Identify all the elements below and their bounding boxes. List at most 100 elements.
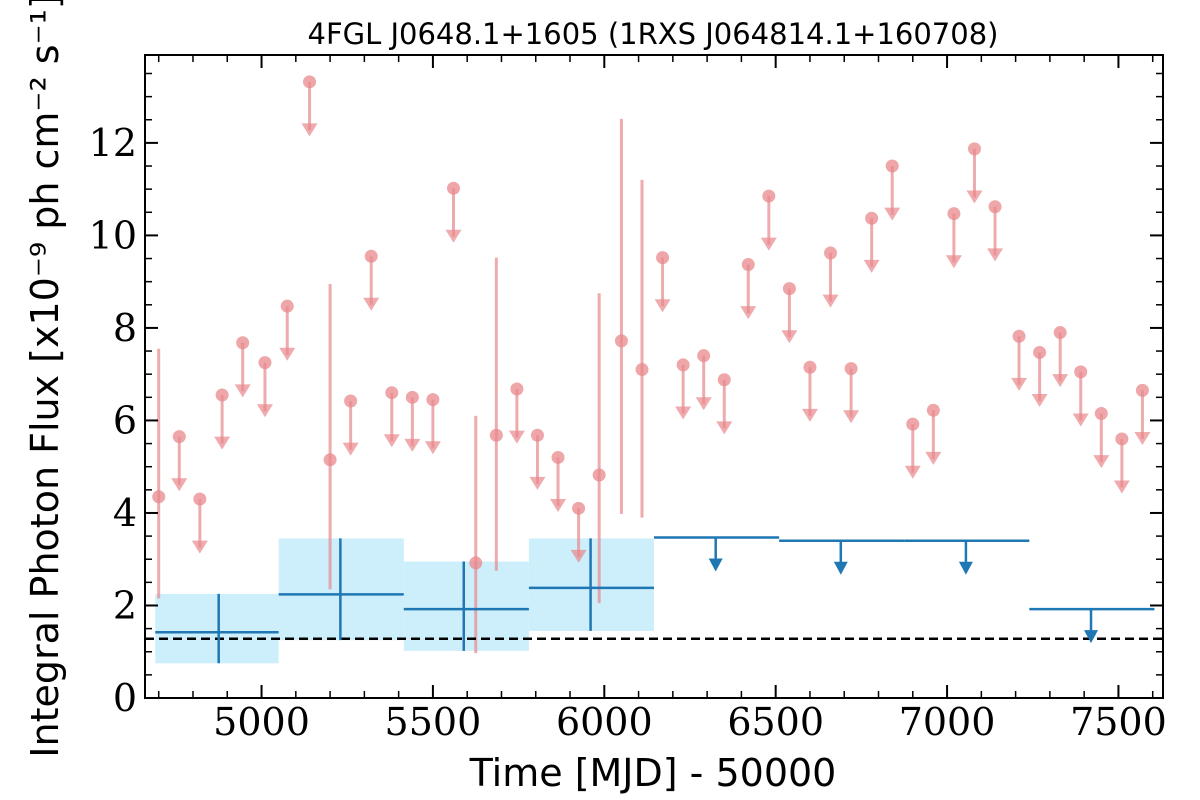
short-bin-point (614, 334, 628, 348)
short-bin-upper-limit-arrowhead (740, 306, 757, 320)
short-bin-upper-limit-arrowhead (1011, 377, 1028, 391)
short-bin-upper-limit-arrowhead (256, 404, 273, 418)
short-bin-upper-limit-marker (193, 492, 207, 506)
long-bin-upper-limit-arrowhead (958, 561, 973, 575)
short-bin-upper-limit-marker (844, 362, 858, 376)
short-bin-upper-limit-marker (280, 299, 294, 313)
short-bin-upper-limit-marker (172, 430, 186, 444)
axis-ticks: 5000 5500 6000 6500 7000 7500 0 2 4 6 8 10 12 (89, 55, 1167, 744)
chart-title: 4FGL J0648.1+1605 (1RXS J064814.1+160708… (308, 17, 999, 51)
long-bin-error-band (155, 593, 279, 664)
short-bin-upper-limit-arrowhead (863, 259, 880, 273)
short-bin-upper-limit-arrowhead (1052, 374, 1069, 388)
x-tick-label: 5500 (385, 700, 482, 744)
short-bin-upper-limit-marker (865, 211, 879, 225)
short-bin-upper-limit-marker (405, 390, 419, 404)
short-bin-upper-limit-marker (988, 200, 1002, 214)
long-bin-upper-limit-arrowhead (708, 558, 723, 572)
short-bin-upper-limit-arrowhead (342, 442, 359, 456)
short-bin-upper-limit-marker (530, 428, 544, 442)
short-bin-point (635, 363, 649, 377)
short-bin-upper-limit-arrowhead (279, 347, 296, 361)
short-bin-upper-limit-marker (344, 394, 358, 408)
short-bin-upper-limit-marker (1033, 345, 1047, 359)
x-tick-label: 6500 (727, 700, 824, 744)
short-bin-upper-limit-arrowhead (191, 540, 208, 554)
short-bin-upper-limit-arrowhead (550, 499, 567, 513)
axes-frame (144, 54, 1164, 699)
short-bin-upper-limit-arrowhead (904, 465, 921, 479)
short-bin-upper-limit-marker (426, 393, 440, 407)
short-bin-upper-limit-arrowhead (1134, 431, 1151, 445)
short-bin-upper-limit-marker (1074, 365, 1088, 379)
short-bin-upper-limit-marker (446, 181, 460, 195)
short-bin-upper-limit-arrowhead (843, 410, 860, 424)
long-bin-upper-limit-arrowhead (1084, 630, 1099, 644)
short-bin-upper-limit-marker (510, 382, 524, 396)
y-tick-label: 6 (113, 398, 137, 442)
short-bin-upper-limit-arrowhead (171, 478, 188, 492)
short-bin-upper-limit-arrowhead (781, 330, 798, 344)
short-bin-upper-limit-arrowhead (234, 384, 251, 398)
short-bin-upper-limit-arrowhead (1113, 480, 1130, 494)
x-tick-label: 7500 (1070, 700, 1167, 744)
short-bin-upper-limit-marker (236, 336, 250, 350)
x-axis-label: Time [MJD] - 50000 (469, 751, 837, 795)
x-tick-label: 7000 (899, 700, 996, 744)
short-bin-upper-limit-arrowhead (695, 397, 712, 411)
short-bin-upper-limit-arrowhead (214, 436, 231, 450)
short-bin-upper-limit-marker (258, 356, 272, 370)
y-axis-label: Integral Photon Flux [x10⁻⁹ ph cm⁻² s⁻¹] (23, 0, 67, 758)
y-tick-label: 2 (113, 583, 137, 627)
short-bin-upper-limit-arrowhead (1031, 394, 1048, 408)
short-bin-upper-limit-arrowhead (570, 549, 587, 563)
x-tick-label: 6000 (556, 700, 653, 744)
short-bin-upper-limit-marker (947, 207, 961, 221)
short-bin-upper-limit-marker (1012, 329, 1026, 343)
short-bin-upper-limit-arrowhead (760, 237, 777, 251)
short-bin-upper-limit-marker (926, 403, 940, 417)
short-bin-upper-limit-arrowhead (404, 438, 421, 452)
short-bin-upper-limit-arrowhead (363, 297, 380, 311)
short-bin-upper-limit-marker (385, 386, 399, 400)
short-bin-point (469, 556, 483, 570)
short-bin-upper-limit-marker (1053, 326, 1067, 340)
short-bin-upper-limit-arrowhead (945, 255, 962, 269)
short-bin-upper-limit-arrowhead (987, 248, 1004, 262)
x-tick-label: 5000 (213, 700, 310, 744)
short-bin-upper-limit-arrowhead (716, 421, 733, 435)
short-bin-upper-limit-arrowhead (445, 229, 462, 243)
short-bin-point (592, 468, 606, 482)
y-tick-label: 8 (113, 306, 137, 350)
short-bin-upper-limit-marker (717, 373, 731, 387)
short-bin-upper-limit-marker (572, 501, 586, 515)
short-bin-upper-limit-marker (697, 349, 711, 363)
short-bin-upper-limit-arrowhead (424, 441, 441, 455)
short-bin-upper-limit-marker (824, 246, 838, 260)
short-bin-upper-limit-arrowhead (822, 294, 839, 308)
short-bin-upper-limit-arrowhead (675, 406, 692, 420)
short-bin-upper-limit-marker (803, 360, 817, 374)
long-bin-error-band (403, 561, 529, 651)
short-bin-upper-limit-arrowhead (654, 299, 671, 313)
short-bin-upper-limit-arrowhead (1072, 413, 1089, 427)
short-bin-upper-limit-arrowhead (383, 434, 400, 448)
short-bin-upper-limit-marker (741, 258, 755, 272)
short-bin-upper-limit-marker (885, 159, 899, 173)
short-bin-upper-limit-marker (762, 189, 776, 203)
y-tick-label: 12 (89, 121, 137, 165)
short-bin-upper-limit-marker (967, 142, 981, 156)
short-bin-upper-limit-arrowhead (301, 123, 318, 137)
short-bin-upper-limit-marker (906, 417, 920, 431)
short-bin-point (323, 453, 337, 467)
short-bin-upper-limit-arrowhead (801, 408, 818, 422)
long-bin-upper-limit-arrowhead (833, 561, 848, 575)
short-bin-upper-limit-arrowhead (529, 476, 546, 490)
short-bin-upper-limit-marker (215, 388, 229, 402)
short-bin-upper-limit-marker (303, 75, 317, 89)
short-bin-upper-limit-arrowhead (925, 451, 942, 465)
short-bin-upper-limit-arrowhead (884, 207, 901, 221)
plot-area (145, 75, 1163, 664)
short-bin-point (152, 490, 166, 504)
